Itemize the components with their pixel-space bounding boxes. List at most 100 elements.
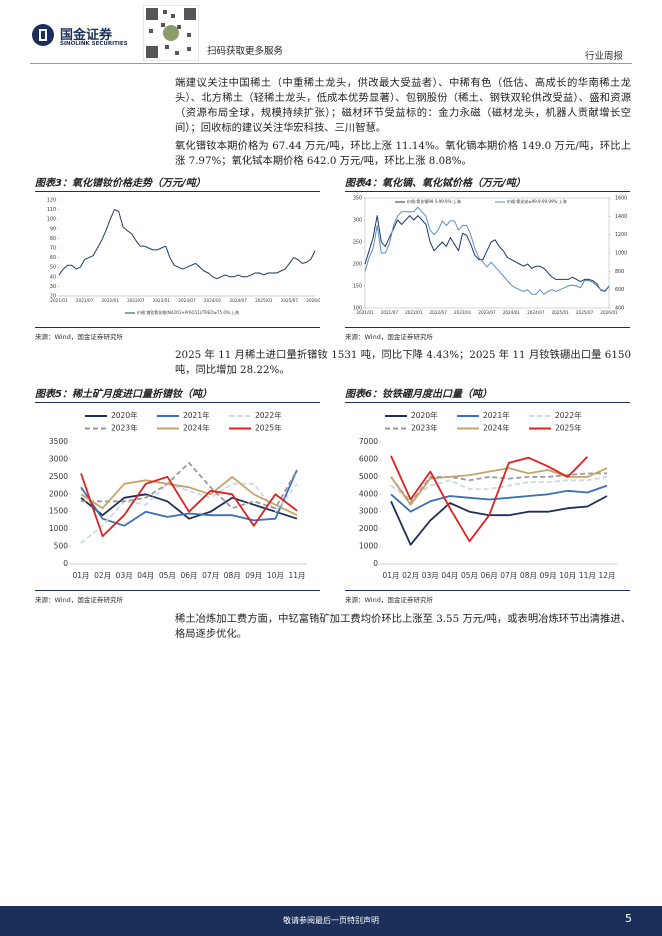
series-line [364, 215, 610, 292]
legend-label: 2025年 [555, 423, 582, 433]
y-tick-label: 60 [50, 255, 56, 261]
x-tick-label: 03月 [116, 571, 133, 580]
series-line [390, 455, 589, 543]
x-tick-label: 06月 [180, 571, 197, 580]
x-tick-label: 2026/01 [306, 298, 320, 303]
y2-tick-label: 1400 [615, 214, 627, 220]
series-line [80, 473, 298, 537]
x-tick-label: 01月 [72, 571, 89, 580]
x-tick-label: 09月 [540, 571, 557, 580]
x-tick-label: 04月 [441, 571, 458, 580]
x-tick-label: 2023/07 [478, 310, 496, 315]
x-tick-label: 07月 [202, 571, 219, 580]
x-tick-label: 2025/07 [281, 298, 299, 303]
report-type: 行业周报 [585, 51, 624, 62]
x-tick-label: 05月 [461, 571, 478, 580]
x-tick-label: 11月 [288, 571, 305, 580]
x-tick-label: 2021/01 [356, 310, 374, 315]
y-tick-label: 0 [63, 559, 68, 568]
x-tick-label: 09月 [245, 571, 262, 580]
y-tick-label: 1000 [359, 542, 378, 551]
y-tick-label: 200 [353, 262, 362, 268]
x-tick-label: 2023/01 [153, 298, 171, 303]
series-line [80, 476, 298, 517]
series-line [390, 495, 608, 546]
y-tick-label: 70 [50, 246, 56, 252]
figure-title: 图表4：氧化镝、氧化铽价格（万元/吨） [345, 174, 630, 192]
qr-text: 扫码获取更多服务 [207, 46, 284, 57]
x-tick-label: 03月 [422, 571, 439, 580]
x-tick-label: 2024/01 [204, 298, 222, 303]
x-tick-label: 2023/07 [178, 298, 196, 303]
legend-label: 2021年 [183, 410, 210, 420]
y-tick-label: 100 [47, 217, 56, 223]
x-tick-label: 2022/07 [127, 298, 145, 303]
header-rule [30, 63, 632, 64]
x-tick-label: 08月 [224, 571, 241, 580]
footer-bar [0, 906, 662, 936]
logo-icon [32, 24, 54, 46]
y-tick-label: 3500 [49, 437, 68, 446]
y-tick-label: 20 [50, 294, 56, 300]
chart: 100 150 200 250 300 350 400 600 800 1000 1200 1400 1… [353, 196, 627, 316]
x-tick-label: 2025/01 [551, 310, 569, 315]
x-tick-label: 07月 [500, 571, 517, 580]
y-tick-label: 7000 [359, 437, 378, 446]
figure-title: 图表5：稀土矿月度进口量折镨钕（吨） [35, 385, 320, 403]
qr-code [143, 5, 199, 61]
footer-disclaimer: 敬请参阅最后一页特别声明 [283, 916, 379, 925]
x-tick-label: 2024/01 [503, 310, 521, 315]
series-line [58, 209, 316, 280]
legend-label: 2023年 [411, 423, 438, 433]
legend-label: 2025年 [255, 423, 282, 433]
paragraph: 端建议关注中国稀土（中重稀土龙头，供改最大受益者）、中稀有色（低估、高成长的华南… [175, 77, 631, 134]
y-tick-label: 500 [54, 542, 69, 551]
x-tick-label: 2022/01 [405, 310, 423, 315]
legend-label: 2020年 [111, 410, 138, 420]
y-tick-label: 80 [50, 236, 56, 242]
x-tick-label: 06月 [481, 571, 498, 580]
figure-title: 图表3：氧化镨钕价格走势（万元/吨） [35, 174, 320, 192]
company: 国金证券 [60, 28, 113, 43]
x-tick-label: 05月 [159, 571, 176, 580]
series-line [390, 467, 608, 506]
y-tick-label: 50 [50, 265, 56, 271]
y-tick-label: 30 [50, 284, 56, 290]
legend-label: 价格:氧化镝99.5-99.9%:上海 [407, 198, 461, 204]
y-tick-label: 250 [353, 240, 362, 246]
y-tick-label: 110 [47, 207, 56, 213]
x-tick-label: 04月 [137, 571, 154, 580]
figure-source: 来源：Wind，国金证券研究所 [345, 327, 630, 341]
legend-label: 2024年 [483, 423, 510, 433]
legend-label: 2022年 [255, 410, 282, 420]
y-tick-label: 4000 [359, 489, 378, 498]
y-tick-label: 3000 [359, 507, 378, 516]
x-tick-label: 2023/01 [454, 310, 472, 315]
x-tick-label: 02月 [402, 571, 419, 580]
x-tick-label: 01月 [382, 571, 399, 580]
series-line [364, 206, 610, 295]
x-tick-label: 2021/07 [381, 310, 399, 315]
x-tick-label: 10月 [267, 571, 284, 580]
x-tick-label: 08月 [520, 571, 537, 580]
chart: 20 30 40 50 60 70 80 90 100 110 120 2021/01 2021/07 2… [47, 198, 320, 316]
y2-tick-label: 1200 [615, 232, 627, 238]
x-tick-label: 02月 [94, 571, 111, 580]
y2-tick-label: 1600 [615, 196, 627, 202]
y-tick-label: 300 [353, 218, 362, 224]
x-tick-label: 2024/07 [527, 310, 545, 315]
x-tick-label: 12月 [598, 571, 615, 580]
y-tick-label: 3000 [49, 454, 68, 463]
series-line [390, 472, 607, 504]
page-number: 5 [625, 912, 632, 925]
figure-title: 图表6：钕铁硼月度出口量（吨） [345, 385, 630, 403]
y-tick-label: 2000 [49, 489, 68, 498]
x-tick-label: 2024/07 [229, 298, 247, 303]
y-tick-label: 6000 [359, 454, 378, 463]
figure-source: 来源：Wind，国金证券研究所 [35, 327, 320, 341]
y2-tick-label: 600 [615, 287, 624, 293]
y2-tick-label: 1000 [615, 251, 627, 257]
x-tick-label: 2025/01 [255, 298, 273, 303]
plot-frame [364, 197, 610, 309]
